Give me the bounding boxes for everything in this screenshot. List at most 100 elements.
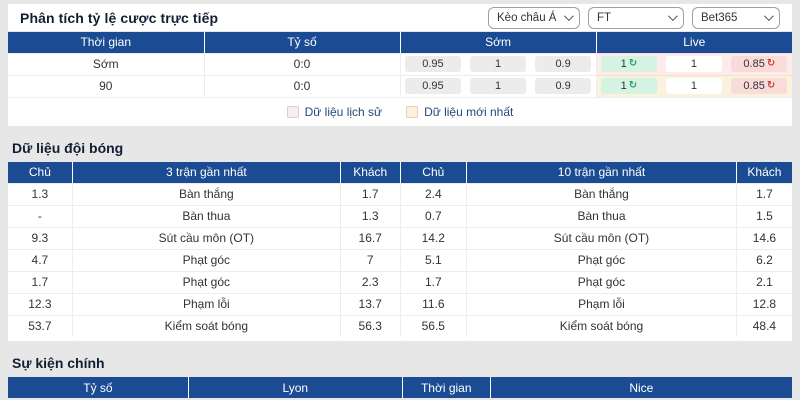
stat-row-corners: 4.7 Phạt góc 7 5.1 Phạt góc 6.2: [8, 248, 792, 271]
odds-panel: Phân tích tỷ lệ cược trực tiếp Kèo châu …: [8, 4, 792, 126]
checkbox-icon[interactable]: [286, 106, 299, 118]
chevron-down-icon: [563, 11, 574, 22]
odds-panel-header: Phân tích tỷ lệ cược trực tiếp Kèo châu …: [8, 4, 792, 32]
col-header-event-time: Thời gian: [401, 377, 491, 398]
refresh-up-icon: ↻: [628, 80, 638, 92]
stat-value: 2.4: [400, 182, 468, 205]
odds-table: Thời gian Tỷ số Sớm Live Sớm 0:0 0.95 1 …: [8, 32, 792, 97]
col-header-time: Thời gian: [8, 32, 205, 53]
live-odds-home: 1 ↻: [600, 78, 657, 95]
stat-value: 6.2: [736, 248, 792, 271]
stat-label: Phạt góc: [466, 270, 737, 293]
team-data-title: Dữ liệu đội bóng: [12, 140, 124, 156]
stat-value: 9.3: [8, 226, 73, 249]
history-data-checkbox[interactable]: Dữ liệu lịch sử: [286, 105, 383, 119]
stat-value: 11.6: [400, 292, 468, 315]
stat-value: 4.7: [8, 248, 73, 271]
stat-value: 5.1: [400, 248, 468, 271]
refresh-down-icon: ↻: [766, 80, 776, 92]
period-value: FT: [597, 11, 612, 24]
time-cell: Sớm: [8, 52, 205, 75]
early-odds-draw: 1: [470, 56, 527, 72]
stat-value: 12.8: [736, 292, 792, 315]
stat-value: 48.4: [736, 314, 792, 337]
col-header-away-team: Nice: [489, 377, 792, 398]
stat-value: 2.1: [736, 270, 792, 293]
stat-label: Kiểm soát bóng: [466, 314, 737, 337]
stat-label: Bàn thua: [72, 204, 341, 227]
team-header-row: Chủ 3 trận gần nhất Khách Chủ 10 trận gầ…: [8, 162, 792, 183]
stat-value: 56.3: [340, 314, 401, 337]
odds-row-90: 90 0:0 0.95 1 0.9 1 ↻ 1 0.85 ↻: [8, 74, 792, 97]
early-odds-home: 0.95: [404, 78, 461, 95]
stat-value: 0.7: [400, 204, 468, 227]
key-events-panel: Tỷ số Lyon Thời gian Nice: [8, 377, 792, 398]
stat-row-shots: 9.3 Sút cầu môn (OT) 16.7 14.2 Sút cầu m…: [8, 226, 792, 249]
stat-value: 1.7: [8, 270, 73, 293]
stat-row-goals: 1.3 Bàn thắng 1.7 2.4 Bàn thắng 1.7: [8, 182, 792, 205]
stat-label: Kiểm soát bóng: [72, 314, 341, 337]
events-header-row: Tỷ số Lyon Thời gian Nice: [8, 377, 792, 398]
data-filter-row: Dữ liệu lịch sử Dữ liệu mới nhất: [8, 97, 792, 126]
checkbox-label: Dữ liệu mới nhất: [424, 105, 514, 119]
col-header-home-team: Lyon: [187, 377, 403, 398]
stat-value: 1.7: [736, 182, 792, 205]
handicap-type-select[interactable]: Kèo châu Á: [488, 6, 580, 29]
odds-header-row: Thời gian Tỷ số Sớm Live: [8, 32, 792, 53]
col-header-live: Live: [595, 32, 792, 53]
checkbox-label: Dữ liệu lịch sử: [304, 105, 383, 119]
stat-value: 56.5: [400, 314, 468, 337]
col-header-away10: Khách: [735, 162, 792, 183]
stat-value: 7: [340, 248, 401, 271]
stat-value: 1.7: [400, 270, 468, 293]
live-odds-draw: 1: [665, 56, 722, 72]
stat-value: 1.7: [340, 182, 401, 205]
page-title: Phân tích tỷ lệ cược trực tiếp: [20, 9, 219, 26]
col-header-last3: 3 trận gần nhất: [71, 162, 341, 183]
stat-value: 1.3: [340, 204, 401, 227]
chevron-down-icon: [763, 11, 774, 22]
stat-value: 1.3: [8, 182, 73, 205]
score-cell: 0:0: [204, 74, 401, 97]
bookmaker-value: Bet365: [701, 11, 738, 24]
live-odds-home: 1 ↻: [600, 56, 657, 72]
stat-label: Bàn thắng: [466, 182, 737, 205]
key-events-title: Sự kiện chính: [12, 355, 105, 371]
period-select[interactable]: FT: [588, 6, 684, 29]
handicap-type-value: Kèo châu Á: [497, 11, 557, 24]
stat-label: Phạt góc: [466, 248, 737, 271]
checkbox-icon[interactable]: [406, 106, 419, 118]
stat-row-corners-2: 1.7 Phạt góc 2.3 1.7 Phạt góc 2.1: [8, 270, 792, 293]
filter-dropdowns: Kèo châu Á FT Bet365: [488, 6, 780, 29]
stat-label: Phạm lỗi: [72, 292, 341, 315]
stat-row-possession: 53.7 Kiểm soát bóng 56.3 56.5 Kiểm soát …: [8, 314, 792, 337]
early-odds-away: 0.9: [535, 56, 592, 72]
stat-value: 53.7: [8, 314, 73, 337]
team-stats-table: Chủ 3 trận gần nhất Khách Chủ 10 trận gầ…: [8, 162, 792, 337]
refresh-down-icon: ↻: [766, 58, 776, 69]
col-header-home10: Chủ: [399, 162, 467, 183]
stat-value: 1.5: [736, 204, 792, 227]
col-header-score: Tỷ số: [8, 377, 189, 398]
stat-label: Phạt góc: [72, 248, 341, 271]
stat-label: Bàn thắng: [72, 182, 341, 205]
latest-data-checkbox[interactable]: Dữ liệu mới nhất: [406, 105, 513, 119]
live-odds-draw: 1: [665, 78, 722, 95]
stat-value: 16.7: [340, 226, 401, 249]
early-odds-home: 0.95: [404, 56, 461, 72]
key-events-table: Tỷ số Lyon Thời gian Nice: [8, 377, 792, 398]
score-cell: 0:0: [204, 52, 401, 75]
stat-label: Sút cầu môn (OT): [72, 226, 341, 249]
stat-value: 13.7: [340, 292, 401, 315]
stat-value: 14.2: [400, 226, 468, 249]
stat-label: Bàn thua: [466, 204, 737, 227]
stat-label: Sút cầu môn (OT): [466, 226, 737, 249]
stat-value: 12.3: [8, 292, 73, 315]
col-header-away3: Khách: [339, 162, 400, 183]
team-data-panel: Chủ 3 trận gần nhất Khách Chủ 10 trận gầ…: [8, 162, 792, 341]
chevron-down-icon: [667, 11, 678, 22]
stat-value: -: [8, 204, 73, 227]
bookmaker-select[interactable]: Bet365: [692, 6, 780, 29]
live-odds-away: 0.85 ↻: [731, 78, 788, 95]
